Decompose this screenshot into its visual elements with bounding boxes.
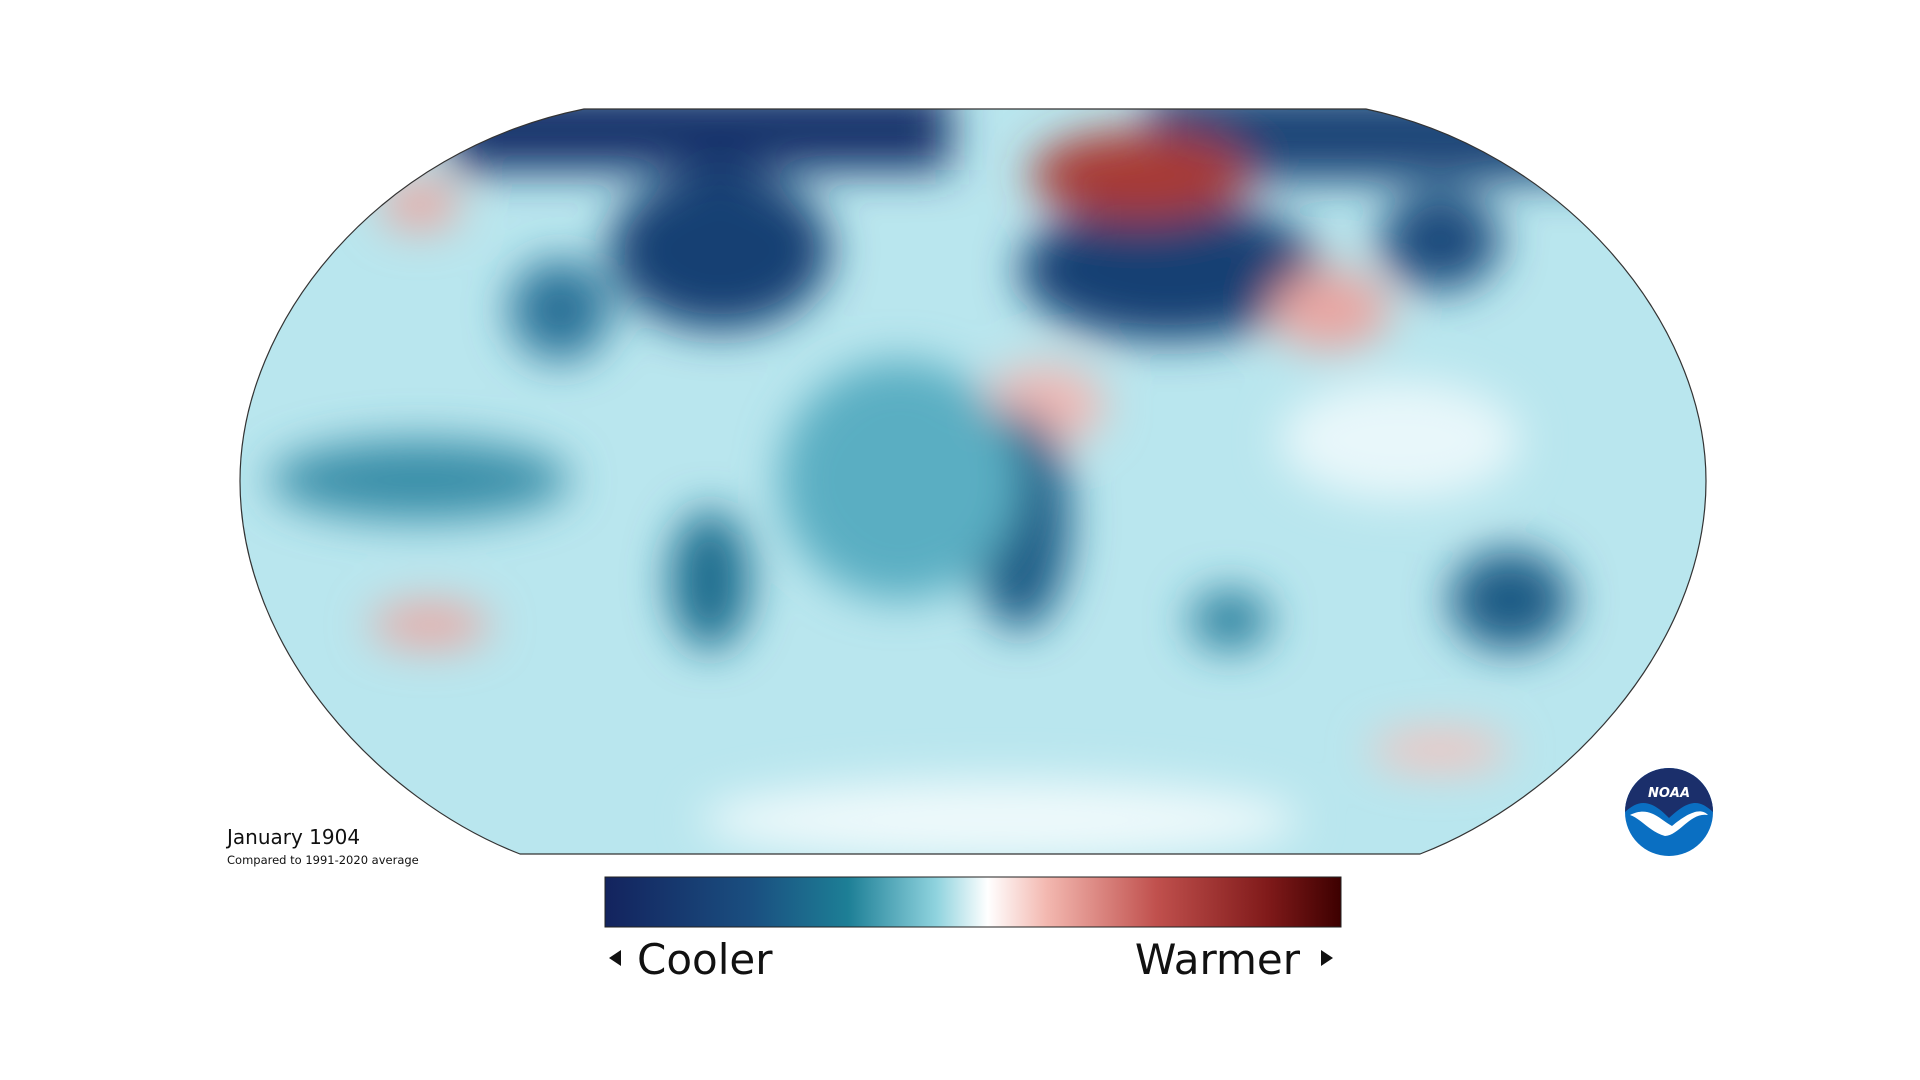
color-bar [604, 876, 1342, 928]
anomaly-field [240, 109, 1706, 854]
logo-text: NOAA [1648, 786, 1690, 801]
map-title: January 1904 [225, 825, 360, 849]
map-subtitle: Compared to 1991-2020 average [227, 853, 419, 867]
legend-high-label: Warmer [1135, 935, 1301, 984]
map-outline [239, 108, 1707, 855]
noaa-logo: NOAA [1625, 768, 1713, 856]
warmer-arrow [1321, 950, 1333, 966]
cooler-arrow [609, 950, 621, 966]
legend-low-label: Cooler [637, 935, 773, 984]
